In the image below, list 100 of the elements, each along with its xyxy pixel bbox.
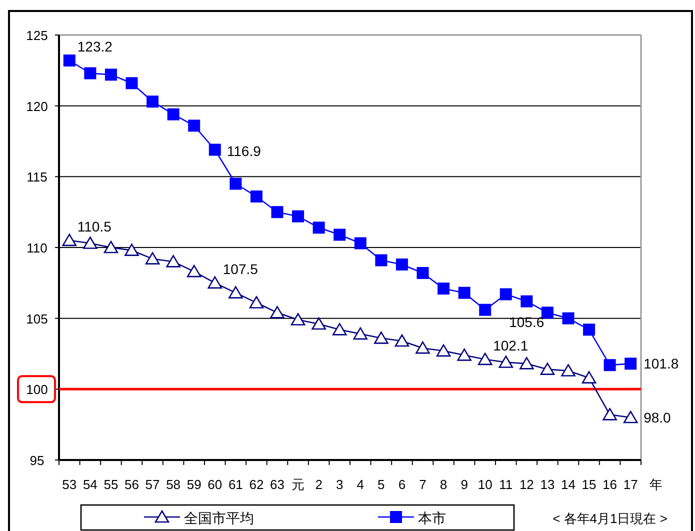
point — [188, 120, 200, 132]
point — [394, 334, 410, 347]
point — [438, 282, 450, 295]
point — [623, 410, 638, 424]
y-tick-label: 110 — [26, 240, 48, 256]
point — [290, 313, 306, 326]
point — [416, 267, 429, 279]
point — [104, 68, 117, 81]
point — [540, 362, 555, 375]
point — [271, 206, 284, 218]
legend-label: 全国市平均 — [184, 510, 254, 526]
point — [520, 357, 534, 370]
point — [186, 264, 202, 278]
x-tick-label: 55 — [104, 477, 118, 492]
x-tick-label: 56 — [124, 477, 139, 492]
point — [270, 306, 284, 318]
point — [458, 286, 470, 299]
x-tick-label: 4 — [356, 477, 364, 492]
x-tick-label: 2 — [315, 477, 322, 492]
point — [374, 332, 388, 344]
y-tick-label: 120 — [26, 98, 48, 114]
x-tick-label: 60 — [208, 477, 222, 492]
point — [520, 295, 533, 308]
x-tick-label: 元 — [292, 477, 305, 492]
point — [250, 190, 262, 202]
point — [457, 348, 472, 361]
point — [541, 306, 554, 319]
x-tick-label: 5 — [378, 477, 385, 492]
point — [334, 228, 346, 241]
point — [478, 352, 492, 366]
text: < 各年4月1日現在 > — [552, 511, 668, 526]
point — [561, 364, 576, 376]
point — [500, 288, 512, 300]
point — [312, 317, 326, 330]
point — [375, 254, 388, 266]
x-tick-label: 15 — [582, 477, 596, 492]
point — [582, 371, 596, 384]
x-tick-label: 13 — [540, 477, 555, 492]
point — [479, 304, 492, 316]
x-tick-label: 3 — [336, 477, 344, 492]
x-tick-label: 58 — [166, 477, 181, 492]
point — [562, 312, 574, 324]
x-tick-label: 10 — [478, 477, 492, 492]
point — [354, 237, 366, 250]
data-label: 98.0 — [644, 410, 672, 426]
x-tick-label: 12 — [519, 477, 534, 492]
point — [146, 96, 159, 108]
x-tick-label: 9 — [460, 477, 468, 492]
point — [624, 358, 637, 370]
legend-label: 本市 — [418, 510, 446, 526]
data-label: 107.5 — [222, 260, 258, 277]
data-label: 123.2 — [77, 38, 113, 54]
point — [62, 234, 77, 246]
x-tick-label: 6 — [398, 477, 406, 492]
point — [332, 323, 347, 336]
data-label: 116.9 — [226, 142, 262, 159]
point — [104, 240, 118, 254]
x-tick-label: 11 — [499, 477, 513, 492]
y-tick-label: 100 — [26, 382, 48, 398]
point — [436, 344, 451, 357]
x-tick-label: 54 — [82, 477, 98, 492]
x-tick-label: 63 — [270, 477, 284, 492]
x-axis-title: 年 — [650, 477, 662, 492]
x-tick-label: 62 — [249, 477, 264, 492]
point — [83, 236, 98, 249]
x-tick-label: 53 — [62, 477, 77, 492]
x-tick-label: 57 — [145, 477, 160, 492]
x-tick-label: 14 — [561, 477, 576, 492]
point — [353, 327, 368, 340]
point — [208, 144, 221, 156]
point — [249, 296, 264, 308]
point — [602, 408, 617, 420]
point — [498, 356, 514, 368]
y-tick-label: 125 — [26, 28, 48, 43]
point — [228, 286, 243, 298]
point — [145, 252, 160, 264]
point — [396, 258, 408, 270]
data-label: 101.8 — [644, 356, 679, 372]
point — [208, 276, 222, 289]
x-tick-label: 16 — [602, 477, 618, 492]
point — [63, 54, 76, 66]
y-tick-label: 95 — [30, 453, 44, 468]
x-tick-label: 7 — [419, 477, 426, 492]
x-tick-label: 17 — [623, 477, 638, 492]
data-label: 110.5 — [77, 218, 112, 234]
x-tick-label: 61 — [228, 477, 243, 492]
point — [312, 222, 325, 234]
point — [167, 108, 180, 120]
point — [126, 77, 138, 90]
data-label: 102.1 — [493, 337, 528, 354]
point — [166, 255, 180, 268]
point — [124, 244, 139, 256]
point — [416, 341, 430, 354]
y-tick-label: 115 — [26, 170, 48, 185]
point — [583, 324, 596, 336]
x-tick-label: 8 — [440, 477, 448, 492]
point — [292, 210, 304, 222]
point — [84, 67, 96, 80]
point — [604, 359, 616, 372]
x-tick-label: 59 — [186, 477, 202, 492]
